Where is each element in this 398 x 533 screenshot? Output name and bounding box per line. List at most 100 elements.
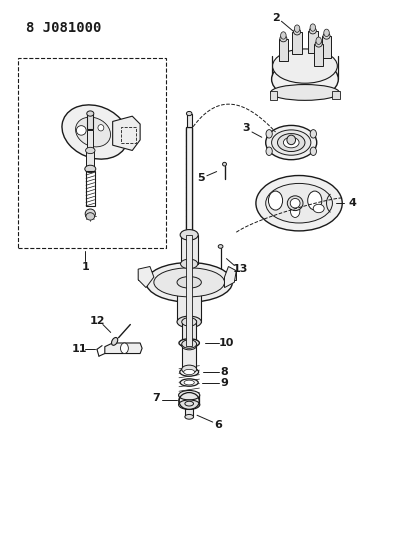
Ellipse shape <box>256 175 342 231</box>
Polygon shape <box>138 271 236 280</box>
Ellipse shape <box>76 126 86 135</box>
Text: 2: 2 <box>272 13 279 23</box>
Ellipse shape <box>218 245 223 248</box>
Bar <box>87 114 94 130</box>
Ellipse shape <box>62 105 128 159</box>
Text: 12: 12 <box>90 316 105 326</box>
Ellipse shape <box>287 135 296 144</box>
Ellipse shape <box>154 268 224 297</box>
Circle shape <box>291 205 300 217</box>
Bar <box>186 127 192 319</box>
Ellipse shape <box>86 147 95 154</box>
Ellipse shape <box>294 29 300 35</box>
Circle shape <box>269 191 283 210</box>
Ellipse shape <box>186 111 192 116</box>
Ellipse shape <box>98 125 104 131</box>
Ellipse shape <box>182 365 197 374</box>
Ellipse shape <box>179 400 200 409</box>
Circle shape <box>121 343 129 353</box>
Polygon shape <box>113 116 140 150</box>
Bar <box>314 44 324 66</box>
Polygon shape <box>224 266 236 288</box>
Text: 11: 11 <box>72 344 87 354</box>
Ellipse shape <box>290 198 300 208</box>
Ellipse shape <box>182 342 197 350</box>
Circle shape <box>266 147 272 156</box>
Bar <box>181 235 198 264</box>
Bar <box>87 131 94 150</box>
Ellipse shape <box>146 263 232 302</box>
Ellipse shape <box>184 369 195 375</box>
Bar <box>178 281 201 322</box>
Text: 1: 1 <box>81 262 89 271</box>
Bar <box>269 91 277 100</box>
Bar <box>18 58 166 248</box>
Ellipse shape <box>85 209 96 219</box>
Text: 10: 10 <box>219 338 234 348</box>
Ellipse shape <box>271 130 311 155</box>
Ellipse shape <box>287 196 303 211</box>
Ellipse shape <box>266 183 332 223</box>
Ellipse shape <box>85 165 96 173</box>
Ellipse shape <box>177 277 201 288</box>
Text: 7: 7 <box>152 393 160 403</box>
Circle shape <box>310 147 316 156</box>
Bar <box>186 235 192 345</box>
Circle shape <box>266 130 272 138</box>
Bar <box>308 31 318 53</box>
Ellipse shape <box>177 316 201 328</box>
Polygon shape <box>105 343 142 353</box>
Ellipse shape <box>76 117 111 147</box>
Ellipse shape <box>313 204 324 213</box>
Ellipse shape <box>86 213 95 220</box>
Text: 13: 13 <box>232 264 248 274</box>
Bar <box>185 403 193 417</box>
Bar <box>182 320 196 345</box>
Text: 4: 4 <box>348 198 356 208</box>
Polygon shape <box>138 266 154 288</box>
Ellipse shape <box>277 134 305 151</box>
Bar <box>187 114 191 127</box>
Ellipse shape <box>181 259 198 269</box>
Ellipse shape <box>182 318 197 326</box>
Ellipse shape <box>180 368 199 376</box>
Ellipse shape <box>180 379 198 386</box>
Bar <box>332 91 340 99</box>
Text: 6: 6 <box>215 419 222 430</box>
Ellipse shape <box>273 49 338 83</box>
Ellipse shape <box>184 341 195 345</box>
Ellipse shape <box>184 380 194 385</box>
Ellipse shape <box>280 36 287 42</box>
Circle shape <box>310 24 316 31</box>
Circle shape <box>308 191 322 210</box>
Ellipse shape <box>309 28 316 34</box>
Circle shape <box>310 130 316 138</box>
Ellipse shape <box>315 41 322 47</box>
Circle shape <box>316 37 322 44</box>
Bar <box>279 39 288 61</box>
Ellipse shape <box>185 415 193 419</box>
Ellipse shape <box>179 393 199 409</box>
Ellipse shape <box>180 230 198 240</box>
Ellipse shape <box>283 138 299 148</box>
Ellipse shape <box>271 60 338 99</box>
Text: 5: 5 <box>197 173 205 183</box>
Text: 9: 9 <box>220 377 228 387</box>
Ellipse shape <box>87 111 94 116</box>
Bar <box>182 344 196 369</box>
Circle shape <box>281 32 286 39</box>
Bar <box>121 127 136 142</box>
Ellipse shape <box>179 339 199 347</box>
Bar <box>86 171 95 206</box>
Ellipse shape <box>185 401 193 406</box>
Ellipse shape <box>222 163 226 166</box>
Ellipse shape <box>179 391 200 400</box>
Text: 8: 8 <box>220 367 228 377</box>
Bar <box>86 149 94 169</box>
Text: 3: 3 <box>242 123 250 133</box>
Circle shape <box>324 29 329 37</box>
Ellipse shape <box>111 337 118 345</box>
Text: 8 J081000: 8 J081000 <box>26 21 102 35</box>
Circle shape <box>295 25 300 33</box>
Ellipse shape <box>271 85 339 100</box>
